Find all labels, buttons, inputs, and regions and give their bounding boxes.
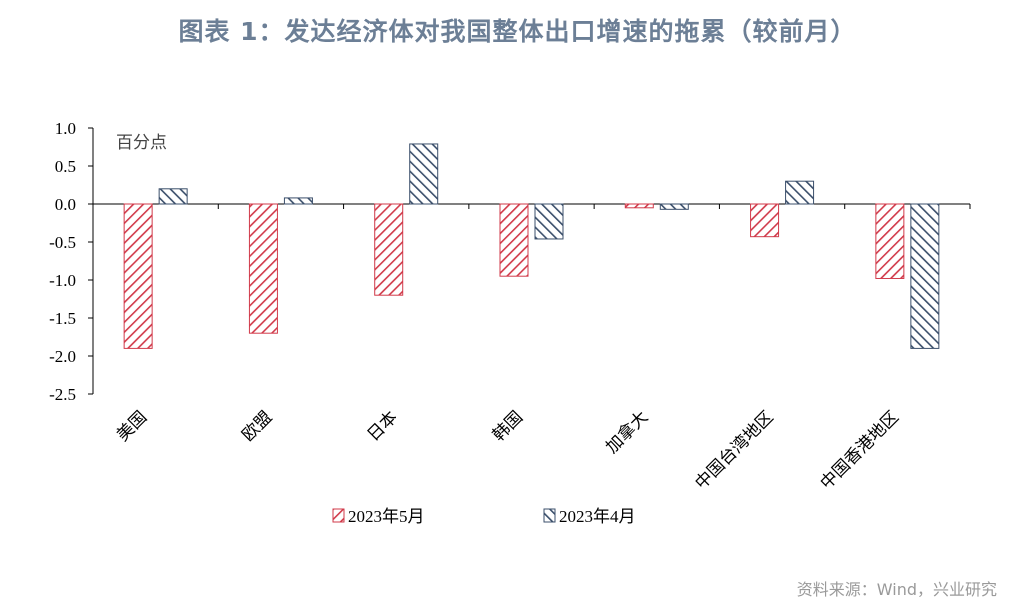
category-label: 日本	[364, 407, 402, 445]
chart-title: 图表 1：发达经济体对我国整体出口增速的拖累（较前月）	[178, 17, 857, 46]
bar-apr-4	[659, 203, 689, 210]
y-tick-label: -0.5	[49, 233, 76, 252]
bar-apr-5	[785, 180, 815, 205]
bar-may-6	[875, 203, 905, 279]
category-label: 韩国	[489, 407, 527, 445]
category-label: 欧盟	[238, 407, 276, 445]
y-tick-label: 0.5	[55, 157, 76, 176]
bar-may-3	[499, 203, 529, 277]
legend-swatch	[332, 508, 345, 523]
category-labels: 美国 欧盟 日本 韩国 加拿大 中国台湾地区 中国香港地区	[113, 407, 903, 494]
y-tick-label: -1.5	[49, 309, 76, 328]
bar-apr-3	[534, 203, 564, 240]
y-tick-label: -2.0	[49, 347, 76, 366]
y-unit-label: 百分点	[116, 133, 167, 153]
source-note: 资料来源：Wind，兴业研究	[796, 580, 997, 599]
y-tick-label: -1.0	[49, 271, 76, 290]
y-tick-label: 1.0	[55, 119, 76, 138]
bar-apr-0	[158, 188, 188, 205]
category-label: 中国台湾地区	[691, 407, 777, 493]
category-label: 加拿大	[601, 407, 652, 458]
legend-swatch	[543, 508, 556, 523]
bar-may-4	[624, 203, 654, 209]
bar-apr-6	[910, 203, 940, 349]
bars	[123, 143, 940, 349]
legend-label: 2023年4月	[559, 507, 636, 526]
category-label: 美国	[113, 407, 151, 445]
bar-may-1	[248, 203, 278, 334]
bar-apr-1	[283, 197, 313, 205]
legend-label: 2023年5月	[348, 507, 425, 526]
y-tick-label: -2.5	[49, 385, 76, 404]
legend: 2023年5月 2023年4月	[332, 507, 636, 526]
bar-may-2	[374, 203, 404, 296]
bar-apr-2	[409, 143, 439, 205]
bar-may-5	[750, 203, 780, 238]
y-tick-label: 0.0	[55, 195, 76, 214]
bar-may-0	[123, 203, 153, 349]
category-label: 中国香港地区	[817, 407, 903, 493]
axes: 1.0 0.5 0.0 -0.5 -1.0 -1.5 -2.0 -2.5	[49, 119, 971, 404]
